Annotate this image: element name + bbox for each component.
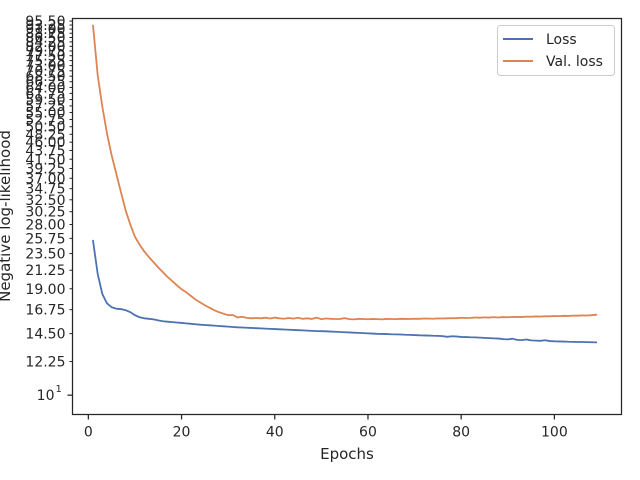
- y-tick-label: 86.50: [25, 30, 65, 46]
- y-axis: 95.5093.2591.0088.7586.5084.2582.0079.75…: [25, 14, 73, 404]
- y-major-tick-label: 10: [37, 388, 55, 404]
- x-tick-label: 60: [359, 425, 377, 441]
- y-tick-label: 57.25: [25, 99, 65, 115]
- y-tick-label: 91.00: [25, 22, 65, 38]
- legend-label-val-loss: Val. loss: [546, 54, 603, 70]
- y-tick-label: 39.25: [25, 161, 65, 177]
- y-tick-label: 19.00: [25, 282, 65, 298]
- y-tick-label: 50.50: [25, 120, 65, 136]
- y-tick-label: 23.50: [25, 247, 65, 263]
- y-tick-label: 73.00: [25, 59, 65, 75]
- y-tick-label: 52.75: [25, 112, 65, 128]
- plot-frame: [71, 17, 623, 416]
- y-tick-label: 88.75: [25, 26, 65, 42]
- legend: Loss Val. loss: [497, 25, 615, 76]
- y-tick-label: 82.00: [25, 39, 65, 55]
- y-tick-label: 41.50: [25, 152, 65, 168]
- x-axis: 0 20 40 60 80 100: [84, 414, 568, 441]
- y-axis-label: Negative log-likelihood: [0, 130, 14, 302]
- y-tick-label: 66.25: [25, 75, 65, 91]
- y-tick-label: 21.25: [25, 263, 65, 279]
- y-tick-label: 61.75: [25, 86, 65, 102]
- x-tick-label: 100: [541, 425, 568, 441]
- y-tick-label: 75.25: [25, 54, 65, 70]
- y-tick-label: 37.00: [25, 171, 65, 187]
- y-tick-label: 79.75: [25, 44, 65, 60]
- series-lines: [92, 24, 598, 344]
- y-tick-label: 68.50: [25, 69, 65, 85]
- y-tick-label: 70.75: [25, 64, 65, 80]
- y-tick-label: 28.00: [25, 217, 65, 233]
- y-tick-label: 59.50: [25, 93, 65, 109]
- legend-label-loss: Loss: [546, 32, 577, 48]
- x-tick-label: 20: [173, 425, 191, 441]
- series-line-val-loss: [92, 24, 598, 321]
- y-tick-label: 25.75: [25, 231, 65, 247]
- x-axis-label: Epochs: [320, 445, 374, 463]
- y-tick-label: 48.25: [25, 127, 65, 143]
- y-tick-label: 32.50: [25, 193, 65, 209]
- x-tick-label: 80: [452, 425, 470, 441]
- y-tick-label: 46.00: [25, 135, 65, 151]
- y-tick-label: 84.25: [25, 35, 65, 51]
- y-tick-label: 34.75: [25, 182, 65, 198]
- y-tick-label: 64.00: [25, 80, 65, 96]
- y-tick-label: 77.50: [25, 49, 65, 65]
- y-tick-label: 16.75: [25, 303, 65, 319]
- series-line-loss: [92, 239, 598, 344]
- y-major-tick-exponent: 1: [56, 384, 62, 395]
- y-tick-label: 43.75: [25, 143, 65, 159]
- x-tick-label: 40: [266, 425, 284, 441]
- y-tick-label: 95.50: [25, 14, 65, 30]
- y-tick-label: 93.25: [25, 18, 65, 34]
- y-tick-label: 14.50: [25, 327, 65, 343]
- y-tick-label: 30.25: [25, 205, 65, 221]
- y-tick-label: 12.25: [25, 355, 65, 371]
- y-tick-label: 55.00: [25, 106, 65, 122]
- x-tick-label: 0: [84, 425, 93, 441]
